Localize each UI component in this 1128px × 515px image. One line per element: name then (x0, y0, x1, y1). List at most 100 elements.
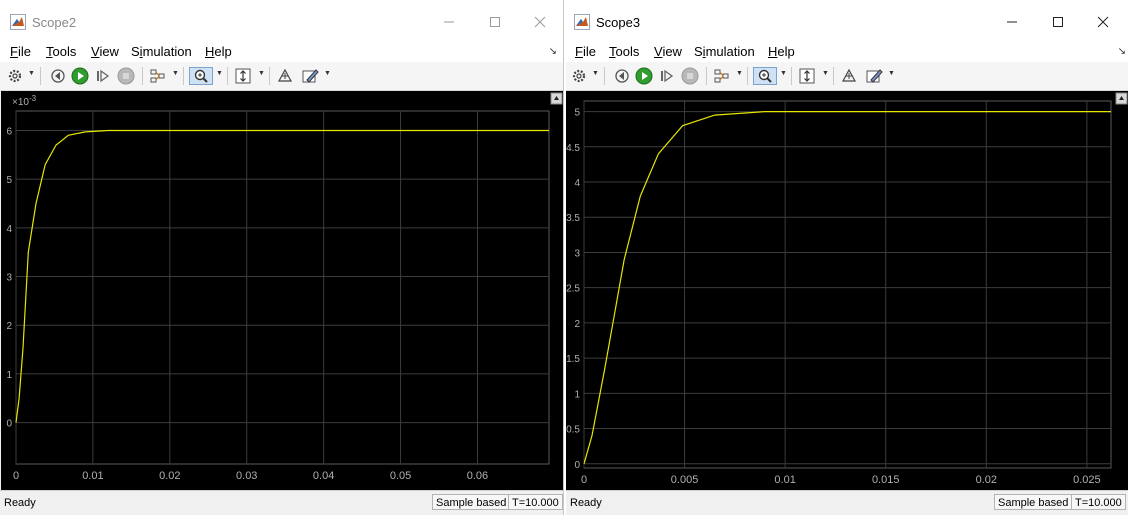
x-tick-label: 0 (581, 474, 587, 486)
sample-mode-box: Sample based (432, 494, 511, 510)
gear-icon[interactable] (6, 67, 24, 85)
autoscale-icon[interactable] (797, 67, 817, 85)
autoscale-dropdown-icon[interactable]: ▼ (258, 70, 265, 77)
close-button[interactable] (1088, 10, 1118, 34)
scope-plot[interactable]: 0 0.005 0.01 0.015 0.02 0.025 0 0.5 1 1.5 2 2.5 3 3.5… (566, 91, 1128, 490)
y-tick-label: 6 (6, 126, 12, 137)
close-icon (1097, 16, 1109, 28)
style-icon[interactable] (299, 67, 321, 85)
highlight-dropdown-icon[interactable]: ▼ (736, 70, 743, 77)
menu-simulation[interactable]: Simulation (131, 44, 192, 59)
x-tick-label: 0.05 (390, 470, 411, 482)
x-tick-label: 0.01 (774, 474, 795, 486)
y-tick-label: 4.5 (566, 143, 580, 154)
y-tick-label: 1.5 (566, 354, 580, 365)
x-tick-label: 0.02 (976, 474, 997, 486)
autoscale-icon[interactable] (233, 67, 253, 85)
menu-help[interactable]: Help (205, 44, 232, 59)
matlab-logo-icon (574, 14, 590, 30)
close-icon (534, 16, 546, 28)
maximize-button[interactable] (480, 10, 510, 34)
close-button[interactable] (525, 10, 555, 34)
y-tick-label: 0 (574, 460, 580, 471)
highlight-icon[interactable] (148, 67, 168, 85)
highlight-dropdown-icon[interactable]: ▼ (172, 70, 179, 77)
menu-tools[interactable]: Tools (609, 44, 640, 59)
x-tick-label: 0.02 (159, 470, 180, 482)
run-icon[interactable] (70, 67, 90, 85)
plot-background (566, 91, 1128, 490)
step-forward-icon[interactable] (657, 67, 677, 85)
status-bar: Ready Sample based T=10.000 (566, 490, 1128, 515)
menu-view[interactable]: View (91, 44, 119, 59)
menu-view[interactable]: View (654, 44, 682, 59)
expand-axes-icon (1119, 96, 1124, 100)
cursor-icon[interactable] (275, 67, 295, 85)
status-text: Ready (4, 497, 36, 509)
gear-dropdown-icon[interactable]: ▼ (28, 70, 35, 77)
x-tick-label: 0.04 (313, 470, 334, 482)
plot-background (1, 91, 563, 490)
y-tick-label: 4 (6, 224, 12, 235)
y-tick-label: 5 (6, 175, 12, 186)
y-tick-label: 0.5 (566, 425, 580, 436)
status-text: Ready (570, 497, 602, 509)
stop-icon[interactable] (116, 67, 136, 85)
highlight-icon[interactable] (712, 67, 732, 85)
x-tick-label: 0.025 (1073, 474, 1101, 486)
x-tick-label: 0 (13, 470, 19, 482)
zoom-icon[interactable] (189, 67, 213, 85)
minimize-button[interactable] (434, 10, 464, 34)
stop-icon[interactable] (680, 67, 700, 85)
menu-file[interactable]: File (10, 44, 31, 59)
y-tick-label: 4 (574, 178, 580, 189)
separator (40, 67, 41, 85)
minimize-icon (444, 21, 454, 23)
gear-dropdown-icon[interactable]: ▼ (592, 70, 599, 77)
autoscale-dropdown-icon[interactable]: ▼ (822, 70, 829, 77)
x-tick-label: 0.015 (872, 474, 900, 486)
zoom-dropdown-icon[interactable]: ▼ (780, 70, 787, 77)
maximize-button[interactable] (1043, 10, 1073, 34)
menu-simulation[interactable]: Simulation (694, 44, 755, 59)
step-forward-icon[interactable] (93, 67, 113, 85)
minimize-button[interactable] (997, 10, 1027, 34)
step-back-icon[interactable] (48, 67, 68, 85)
scope3-window: Scope3 File Tools View Simulation Help ↘… (566, 0, 1128, 515)
menu-help[interactable]: Help (768, 44, 795, 59)
gear-icon[interactable] (570, 67, 588, 85)
menu-file[interactable]: File (575, 44, 596, 59)
signal-trace (15, 129, 549, 423)
sim-time-box: T=10.000 (508, 494, 563, 510)
status-bar: Ready Sample based T=10.000 (0, 490, 563, 515)
window-title: Scope2 (32, 15, 77, 30)
matlab-logo-icon (10, 14, 26, 30)
run-icon[interactable] (634, 67, 654, 85)
zoom-dropdown-icon[interactable]: ▼ (216, 70, 223, 77)
style-icon[interactable] (863, 67, 885, 85)
style-dropdown-icon[interactable]: ▼ (324, 70, 331, 77)
x-tick-label: 0.03 (236, 470, 257, 482)
y-tick-label: 3 (6, 273, 12, 284)
y-tick-label: 3.5 (566, 213, 580, 224)
menu-dock-arrow-icon[interactable]: ↘ (548, 46, 557, 57)
y-tick-label: 5 (574, 108, 580, 119)
y-tick-label: 1 (574, 389, 580, 400)
title-bar: Scope2 (0, 0, 563, 42)
x-tick-label: 0.06 (467, 470, 488, 482)
zoom-icon[interactable] (753, 67, 777, 85)
y-tick-label: 0 (6, 419, 12, 430)
step-back-icon[interactable] (612, 67, 632, 85)
x-tick-label: 0.01 (82, 470, 103, 482)
style-dropdown-icon[interactable]: ▼ (888, 70, 895, 77)
separator (227, 67, 228, 85)
maximize-icon (490, 17, 500, 27)
cursor-icon[interactable] (839, 67, 859, 85)
window-title: Scope3 (596, 15, 641, 30)
menu-bar: File Tools View Simulation Help ↘ (566, 42, 1128, 62)
menu-dock-arrow-icon[interactable]: ↘ (1117, 46, 1126, 57)
menu-tools[interactable]: Tools (46, 44, 77, 59)
scope2-window: Scope2 File Tools View Simulation Help ↘… (0, 0, 564, 515)
separator (604, 67, 605, 85)
